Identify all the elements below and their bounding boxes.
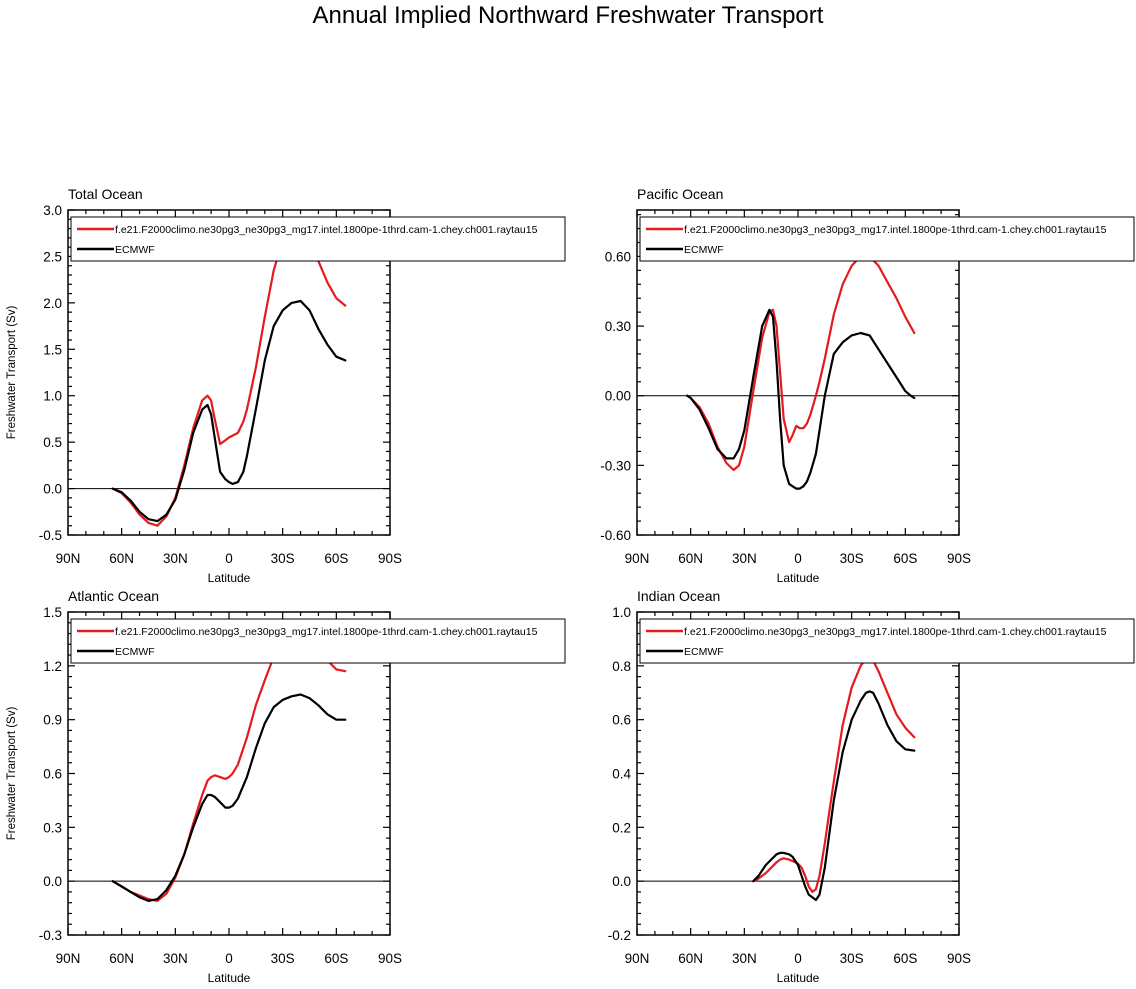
- legend-label: f.e21.F2000climo.ne30pg3_ne30pg3_mg17.in…: [684, 224, 1107, 236]
- legend-box: [70, 618, 566, 664]
- y-tick-label: -0.5: [39, 528, 62, 543]
- total-ocean-title: Total Ocean: [68, 186, 143, 202]
- x-axis-label: Latitude: [208, 971, 251, 985]
- y-tick-label: 1.0: [43, 389, 62, 404]
- y-tick-label: 0.60: [605, 249, 631, 264]
- x-tick-label: 30N: [163, 551, 188, 566]
- legend-label: f.e21.F2000climo.ne30pg3_ne30pg3_mg17.in…: [115, 626, 538, 638]
- y-tick-label: -0.3: [39, 928, 62, 943]
- legend-box: [639, 216, 1135, 262]
- y-tick-label: 1.2: [43, 659, 62, 674]
- y-tick-label: 2.5: [43, 249, 62, 264]
- y-tick-label: -0.2: [608, 928, 631, 943]
- x-axis-label: Latitude: [777, 971, 820, 985]
- x-tick-label: 30N: [732, 951, 757, 966]
- x-tick-label: 0: [225, 951, 233, 966]
- y-tick-label: 1.5: [43, 342, 62, 357]
- model-series-line: [752, 656, 916, 894]
- y-tick-label: 0.4: [612, 767, 631, 782]
- y-tick-label: 0.6: [612, 713, 631, 728]
- x-tick-label: 90S: [378, 951, 402, 966]
- indian-ocean-panel: 90N 60N 30N 0 30S 60S 90S -0.2 0.0 0.2 0.4 0.6 0.8 1.…: [608, 588, 1135, 985]
- x-axis-label: Latitude: [777, 571, 820, 585]
- x-axis-label: Latitude: [208, 571, 251, 585]
- atlantic-ocean-panel: 90N 60N 30N 0 30S 60S 90S -0.3 0.0 0.3 0.6 0.9 1.2 1.…: [6, 588, 566, 985]
- x-tick-label: 0: [794, 951, 802, 966]
- y-tick-label: 0.6: [43, 767, 62, 782]
- legend-label: ECMWF: [115, 244, 155, 256]
- legend-label: f.e21.F2000climo.ne30pg3_ne30pg3_mg17.in…: [115, 224, 538, 236]
- x-tick-label: 90N: [56, 551, 81, 566]
- x-tick-label: 30S: [271, 551, 295, 566]
- x-tick-label: 90N: [625, 951, 650, 966]
- legend-label: ECMWF: [684, 646, 724, 658]
- figure-title: Annual Implied Northward Freshwater Tran…: [312, 2, 824, 29]
- y-tick-label: 0.0: [612, 874, 631, 889]
- x-tick-label: 60N: [109, 951, 134, 966]
- y-tick-label: 0.00: [605, 389, 631, 404]
- y-tick-label: 0.3: [43, 820, 62, 835]
- ecmwf-series-line: [111, 693, 347, 903]
- y-tick-label: 0.5: [43, 435, 62, 450]
- y-tick-label: -0.30: [600, 458, 631, 473]
- y-tick-label: 0.2: [612, 820, 631, 835]
- y-tick-label: 2.0: [43, 296, 62, 311]
- x-tick-label: 60N: [678, 951, 703, 966]
- y-tick-label: 0.9: [43, 713, 62, 728]
- legend-label: ECMWF: [684, 244, 724, 256]
- indian-ocean-title: Indian Ocean: [637, 588, 720, 604]
- x-tick-label: 30N: [732, 551, 757, 566]
- x-tick-label: 60S: [324, 951, 348, 966]
- x-tick-label: 60S: [324, 551, 348, 566]
- x-tick-label: 30S: [271, 951, 295, 966]
- legend-box: [70, 216, 566, 262]
- ecmwf-series-line: [685, 308, 916, 490]
- y-axis-label: Freshwater Transport (Sv): [6, 707, 18, 841]
- legend-label: f.e21.F2000climo.ne30pg3_ne30pg3_mg17.in…: [684, 626, 1107, 638]
- y-tick-label: 0.0: [43, 874, 62, 889]
- y-tick-label: -0.60: [600, 528, 631, 543]
- model-series-line: [685, 255, 916, 472]
- ecmwf-series-line: [111, 299, 347, 523]
- atlantic-ocean-title: Atlantic Ocean: [68, 588, 159, 604]
- x-tick-label: 60S: [893, 551, 917, 566]
- x-tick-label: 90S: [947, 951, 971, 966]
- y-tick-label: 1.5: [43, 605, 62, 620]
- y-tick-label: 0.0: [43, 482, 62, 497]
- x-tick-label: 90S: [947, 551, 971, 566]
- y-axis-label: Freshwater Transport (Sv): [6, 306, 18, 440]
- x-tick-label: 90S: [378, 551, 402, 566]
- x-tick-label: 90N: [625, 551, 650, 566]
- x-tick-label: 60N: [678, 551, 703, 566]
- pacific-ocean-panel: 90N 60N 30N 0 30S 60S 90S -0.60 -0.30 0.00 0.30 0.6…: [600, 186, 1135, 585]
- y-tick-label: 0.8: [612, 659, 631, 674]
- legend-box: [639, 618, 1135, 664]
- x-tick-label: 30S: [840, 951, 864, 966]
- y-tick-label: 0.30: [605, 319, 631, 334]
- x-tick-label: 30S: [840, 551, 864, 566]
- ecmwf-series-line: [752, 690, 916, 902]
- y-tick-label: 3.0: [43, 203, 62, 218]
- x-tick-label: 0: [794, 551, 802, 566]
- y-tick-label: 1.0: [612, 605, 631, 620]
- x-tick-label: 60S: [893, 951, 917, 966]
- model-series-line: [111, 630, 347, 903]
- x-tick-label: 90N: [56, 951, 81, 966]
- x-tick-label: 0: [225, 551, 233, 566]
- legend-label: ECMWF: [115, 646, 155, 658]
- total-ocean-panel: 90N 60N 30N 0 30S 60S 90S -0.5 0.0 0.5 1.0 1.5 2.0 2.…: [6, 186, 566, 585]
- x-tick-label: 60N: [109, 551, 134, 566]
- pacific-ocean-title: Pacific Ocean: [637, 186, 723, 202]
- x-tick-label: 30N: [163, 951, 188, 966]
